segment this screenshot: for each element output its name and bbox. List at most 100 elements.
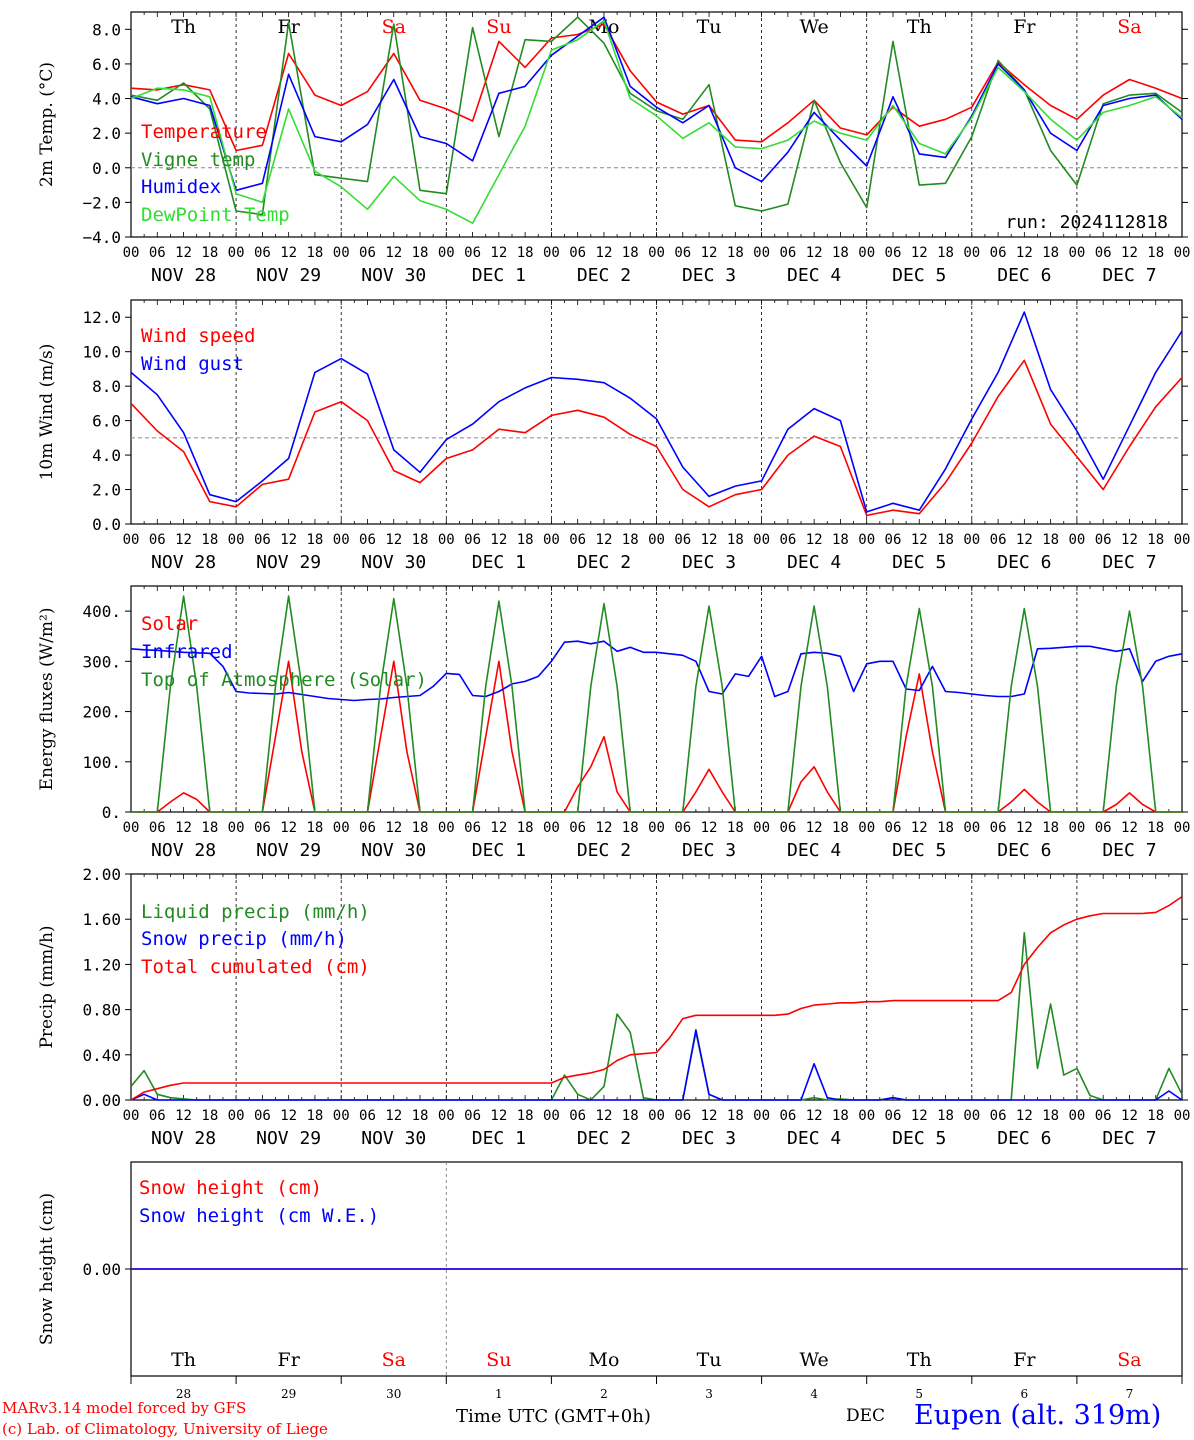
x-day-label: NOV 28 xyxy=(151,840,216,861)
x-hour-label: 06 xyxy=(359,532,376,548)
x-hour-label: 18 xyxy=(1042,820,1059,836)
x-hour-label: 12 xyxy=(385,245,402,261)
x-hour-label: 06 xyxy=(1095,1108,1112,1124)
x-hour-label: 12 xyxy=(806,532,823,548)
x-day-label: DEC 1 xyxy=(472,840,526,861)
x-hour-label: 06 xyxy=(149,245,166,261)
series-line xyxy=(130,359,1183,517)
x-hour-label: 00 xyxy=(438,532,455,548)
x-hour-label: 00 xyxy=(1174,820,1191,836)
y-tick-label: 0.0 xyxy=(92,159,121,178)
x-hour-label: 18 xyxy=(306,532,323,548)
x-hour-label: 12 xyxy=(1016,532,1033,548)
x-day-label: DEC 3 xyxy=(682,1128,736,1149)
x-hour-label: 00 xyxy=(963,1108,980,1124)
x-hour-label: 18 xyxy=(201,1108,218,1124)
weekday-label: Su xyxy=(486,16,511,38)
x-hour-label: 06 xyxy=(569,1108,586,1124)
x-hour-label: 12 xyxy=(490,245,507,261)
x-hour-label: 12 xyxy=(911,820,928,836)
x-hour-label: 00 xyxy=(753,245,770,261)
x-hour-label: 18 xyxy=(937,245,954,261)
x-hour-label: 12 xyxy=(385,532,402,548)
x-hour-label: 18 xyxy=(622,245,639,261)
x-hour-label: 18 xyxy=(832,245,849,261)
x-hour-label: 00 xyxy=(648,532,665,548)
legend-entry: Liquid precip (mm/h) xyxy=(141,901,370,923)
series-line xyxy=(130,640,1183,702)
x-day-label: DEC 6 xyxy=(997,265,1051,286)
x-hour-label: 06 xyxy=(990,820,1007,836)
day-number-label: 1 xyxy=(495,1387,503,1401)
x-day-label: DEC 3 xyxy=(682,840,736,861)
x-hour-label: 06 xyxy=(674,532,691,548)
x-hour-label: 18 xyxy=(306,820,323,836)
weekday-label: Th xyxy=(171,1349,196,1371)
x-hour-label: 06 xyxy=(254,245,271,261)
series-line xyxy=(130,895,1183,1101)
weekday-label: Fr xyxy=(278,1349,301,1371)
x-hour-label: 18 xyxy=(727,1108,744,1124)
x-hour-label: 12 xyxy=(806,1108,823,1124)
weekday-label: Su xyxy=(486,1349,511,1371)
weekday-label: Sa xyxy=(1117,1349,1141,1371)
x-day-label: DEC 4 xyxy=(787,552,841,573)
x-hour-label: 00 xyxy=(228,820,245,836)
weekday-label: Th xyxy=(907,1349,932,1371)
weekday-label: Sa xyxy=(382,1349,406,1371)
x-hour-label: 12 xyxy=(596,245,613,261)
y-axis-label: 2m Temp. (°C) xyxy=(37,62,57,187)
x-hour-label: 00 xyxy=(1174,532,1191,548)
x-hour-label: 06 xyxy=(990,532,1007,548)
x-hour-label: 12 xyxy=(490,1108,507,1124)
x-hour-label: 06 xyxy=(1095,820,1112,836)
x-hour-label: 18 xyxy=(1147,820,1164,836)
legend-entry: Snow precip (mm/h) xyxy=(141,928,347,950)
legend-entry: Total cumulated (cm) xyxy=(141,956,370,978)
x-hour-label: 06 xyxy=(885,245,902,261)
x-hour-label: 06 xyxy=(779,532,796,548)
legend-entry: Snow height (cm W.E.) xyxy=(139,1205,379,1227)
x-hour-label: 06 xyxy=(464,532,481,548)
x-hour-label: 18 xyxy=(727,532,744,548)
x-hour-label: 00 xyxy=(333,532,350,548)
y-tick-label: 1.20 xyxy=(82,955,121,974)
y-tick-label: 12.0 xyxy=(82,308,121,327)
x-day-label: NOV 29 xyxy=(256,265,321,286)
x-hour-label: 12 xyxy=(701,532,718,548)
x-hour-label: 18 xyxy=(412,245,429,261)
y-tick-label: 300. xyxy=(82,652,121,671)
x-day-label: DEC 5 xyxy=(892,840,946,861)
x-day-label: DEC 2 xyxy=(577,840,631,861)
x-hour-label: 06 xyxy=(569,532,586,548)
x-day-label: DEC 2 xyxy=(577,552,631,573)
x-hour-label: 06 xyxy=(464,1108,481,1124)
x-hour-label: 06 xyxy=(359,1108,376,1124)
x-hour-label: 12 xyxy=(280,245,297,261)
x-day-label: DEC 4 xyxy=(787,1128,841,1149)
x-hour-label: 00 xyxy=(333,245,350,261)
x-day-label: DEC 3 xyxy=(682,265,736,286)
y-tick-label: 400. xyxy=(82,602,121,621)
x-hour-label: 06 xyxy=(254,532,271,548)
x-hour-label: 18 xyxy=(727,820,744,836)
x-hour-label: 00 xyxy=(543,1108,560,1124)
x-day-label: DEC 5 xyxy=(892,552,946,573)
x-hour-label: 06 xyxy=(464,245,481,261)
x-hour-label: 00 xyxy=(753,532,770,548)
weekday-label: Mo xyxy=(588,16,619,38)
x-hour-label: 18 xyxy=(412,1108,429,1124)
day-number-label: 4 xyxy=(810,1387,818,1401)
x-hour-label: 00 xyxy=(858,820,875,836)
y-tick-label: 1.60 xyxy=(82,910,121,929)
x-hour-label: 12 xyxy=(280,820,297,836)
x-day-label: DEC 5 xyxy=(892,1128,946,1149)
x-day-label: DEC 6 xyxy=(997,1128,1051,1149)
series-line xyxy=(131,595,1182,813)
x-hour-label: 12 xyxy=(1016,245,1033,261)
x-hour-label: 12 xyxy=(806,820,823,836)
x-hour-label: 18 xyxy=(517,245,534,261)
x-hour-label: 06 xyxy=(464,820,481,836)
series-line xyxy=(130,1029,1183,1101)
